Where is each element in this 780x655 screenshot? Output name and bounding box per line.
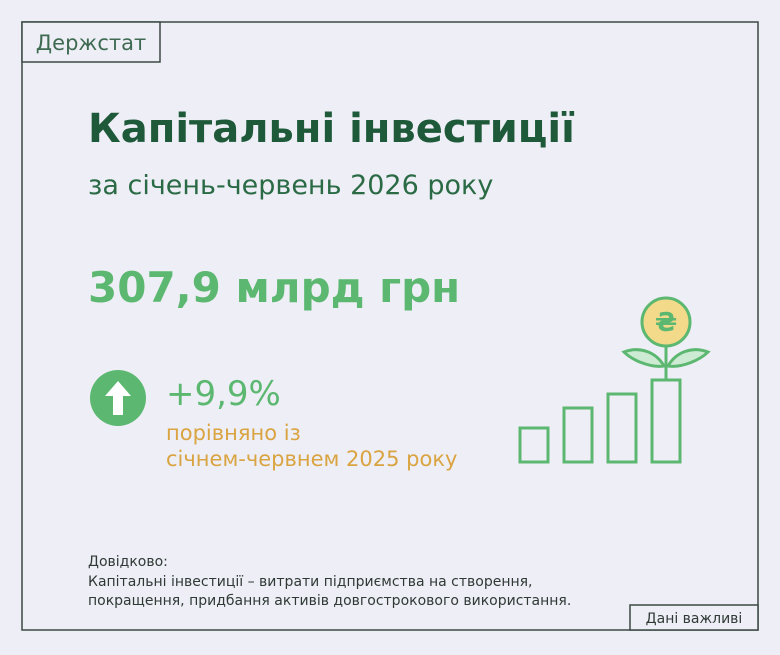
icon-bar bbox=[518, 426, 550, 464]
coin-symbol: ₴ bbox=[655, 308, 677, 338]
logo: Держстат bbox=[36, 31, 146, 55]
coin bbox=[640, 296, 692, 348]
icon-bar bbox=[606, 392, 638, 464]
title: Капітальні інвестиції bbox=[88, 106, 575, 152]
comparison-line: січнем-червнем 2025 року bbox=[166, 447, 457, 471]
frame bbox=[21, 21, 759, 631]
icon-bar bbox=[562, 406, 594, 464]
growth-icon bbox=[518, 296, 711, 464]
footer: Дані важливі bbox=[646, 611, 743, 627]
note-title: Довідково: bbox=[88, 554, 168, 570]
subtitle: за січень-червень 2026 року bbox=[88, 170, 493, 201]
comparison-line: порівняно із bbox=[166, 421, 301, 445]
logo-box bbox=[21, 21, 161, 63]
leaf bbox=[621, 348, 667, 368]
amount: 307,9 млрд грн bbox=[88, 263, 460, 312]
footer-box bbox=[629, 604, 759, 631]
change-value: +9,9% bbox=[166, 374, 281, 414]
leaf bbox=[665, 348, 711, 368]
up-arrow bbox=[105, 381, 131, 415]
note-line: покращення, придбання активів довгострок… bbox=[88, 593, 571, 609]
note-line: Капітальні інвестиції – витрати підприєм… bbox=[88, 574, 533, 590]
